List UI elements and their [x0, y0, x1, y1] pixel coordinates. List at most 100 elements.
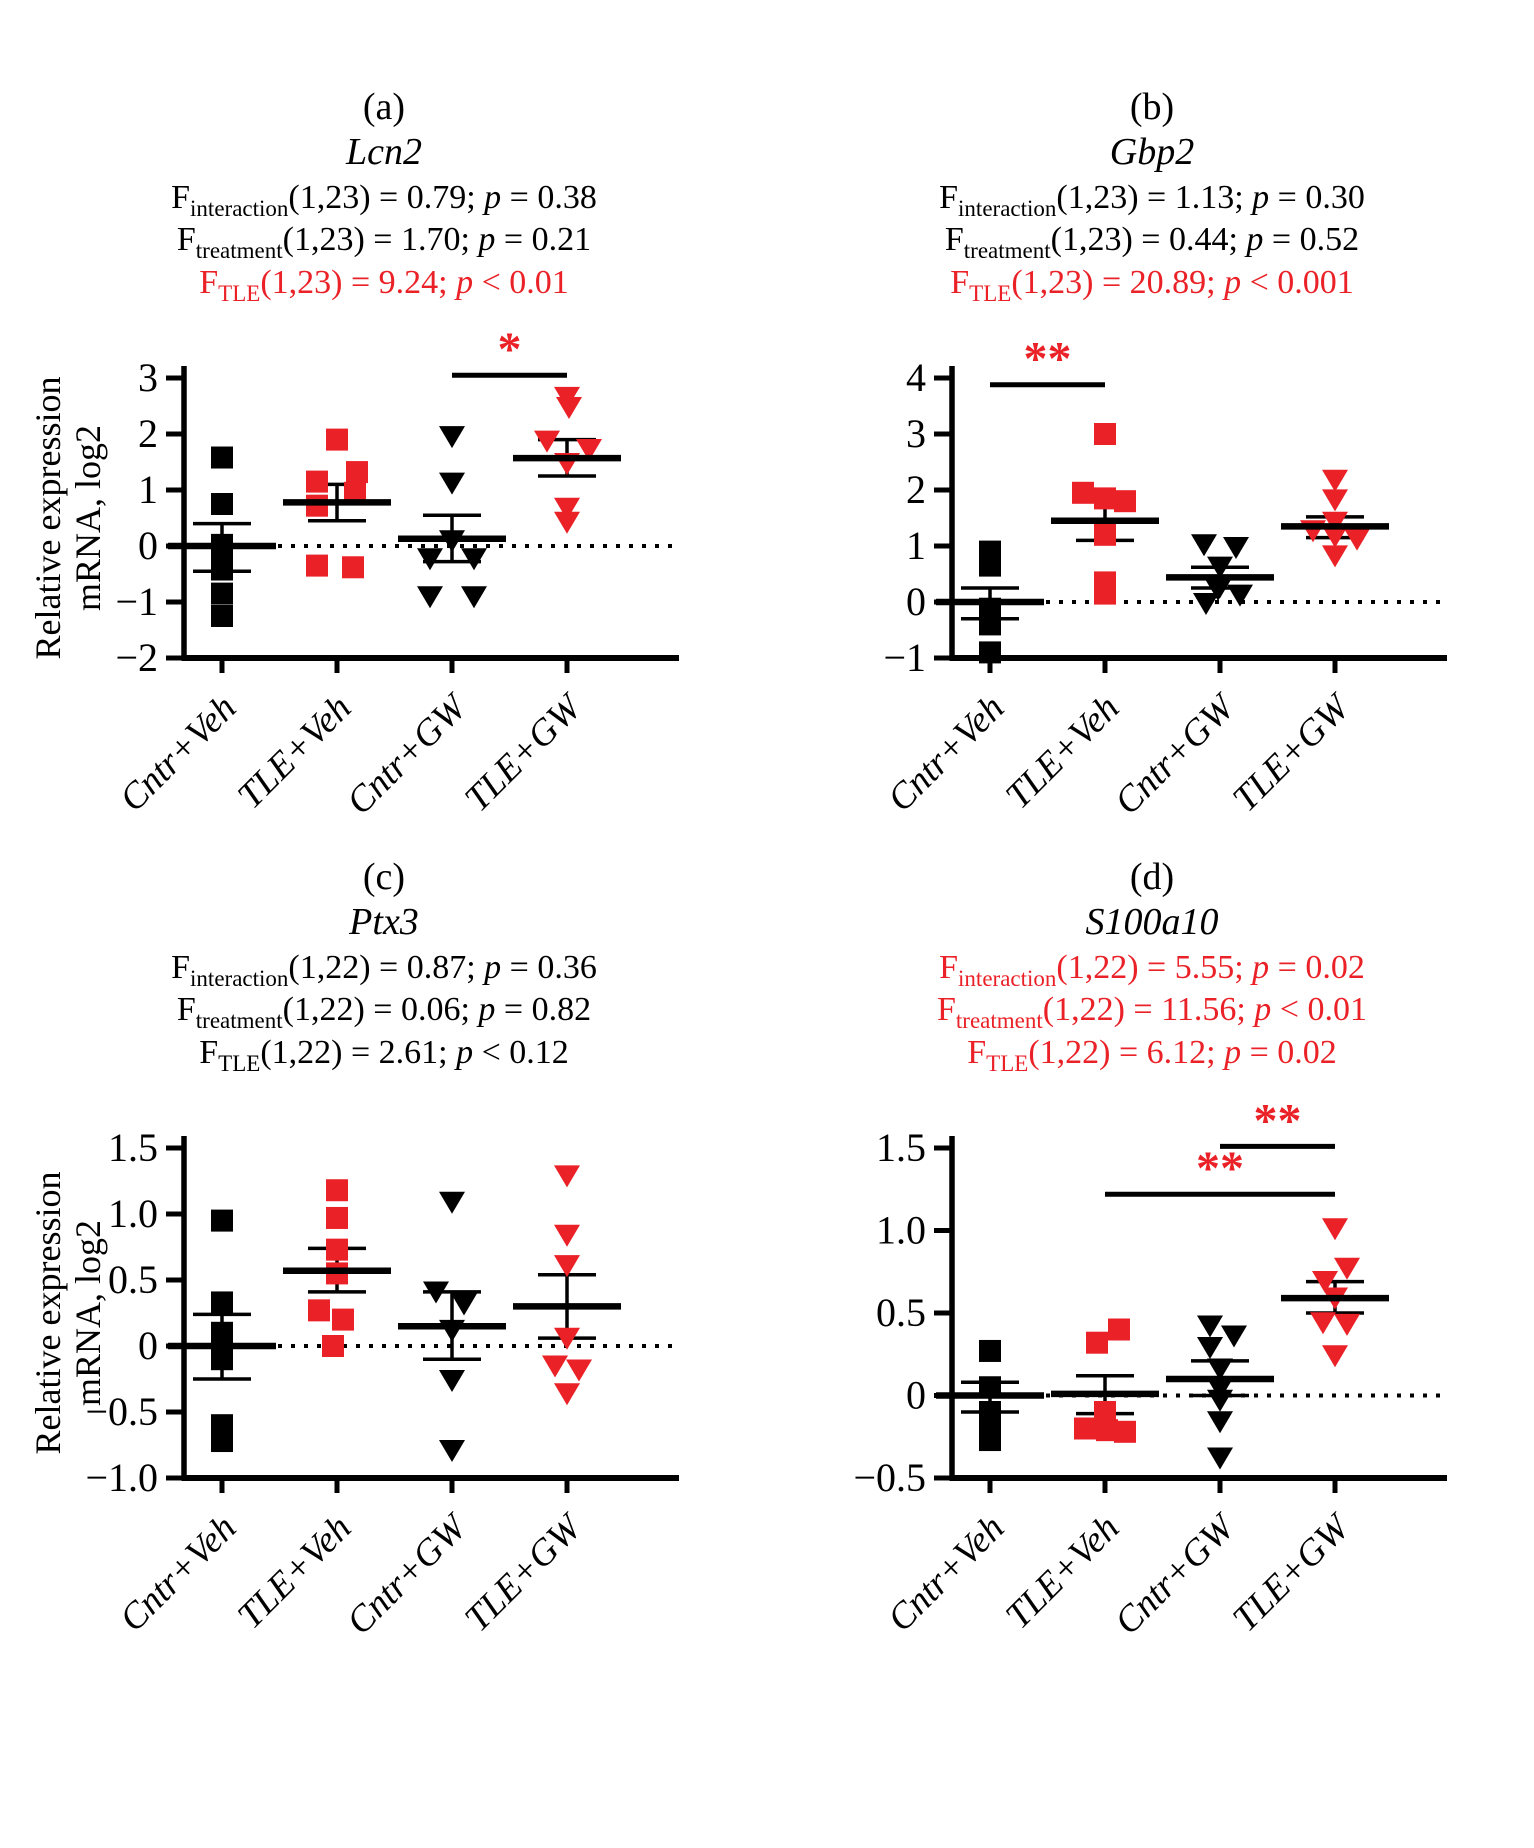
sig-label: **	[1024, 332, 1072, 385]
stat-line: Ftreatment(1,22) = 0.06; p = 0.82	[176, 991, 592, 1034]
data-point	[1074, 1417, 1096, 1440]
axes	[949, 365, 1447, 661]
scatter-group	[168, 446, 276, 627]
y-tick-label: 1.5	[876, 1125, 926, 1170]
data-point	[554, 497, 580, 520]
chart-lcn2: Relative expression mRNA, log2 3 2 1 0 −1 −2 Cnt…	[34, 323, 679, 823]
data-point	[211, 558, 233, 581]
y-tick-label: 0.5	[876, 1290, 926, 1335]
scatter-group	[513, 1165, 621, 1405]
data-point	[211, 446, 233, 469]
data-point	[1191, 533, 1217, 556]
category-label: Cntr+GW	[339, 685, 477, 823]
category-label: TLE+Veh	[230, 1507, 360, 1637]
y-tick-label: −2	[115, 635, 158, 680]
panel-letter: (a)	[362, 86, 406, 128]
data-point	[1322, 1345, 1348, 1367]
data-point	[1221, 1325, 1247, 1348]
data-point	[542, 1355, 568, 1378]
data-point	[439, 1439, 465, 1462]
data-point	[1114, 489, 1136, 512]
data-point	[1072, 481, 1094, 504]
data-point	[1094, 582, 1116, 605]
data-point	[344, 481, 366, 504]
category-label: TLE+GW	[1225, 685, 1360, 820]
scatter-group	[936, 540, 1044, 664]
scatter-group	[1051, 1318, 1159, 1443]
y-tick-label: 3	[906, 411, 926, 456]
data-point	[439, 425, 465, 448]
scatter-group	[1281, 469, 1389, 568]
panel-b: (b) Gbp2 Finteraction(1,23) = 1.13; p = …	[782, 86, 1522, 838]
data-point	[979, 641, 1001, 664]
data-point	[1114, 1420, 1136, 1443]
category-label: Cntr+GW	[339, 1505, 477, 1643]
data-point	[534, 430, 560, 453]
data-point	[306, 494, 328, 517]
data-point	[326, 1206, 348, 1229]
scatter-group	[398, 425, 506, 609]
data-point	[332, 1308, 354, 1331]
y-tick-label: −1.0	[85, 1455, 158, 1500]
category-label: TLE+Veh	[998, 687, 1128, 817]
data-point	[211, 604, 233, 627]
category-label: Cntr+Veh	[880, 1507, 1012, 1639]
panel-letter: (c)	[362, 856, 406, 898]
panel-c: (c) Ptx3 Finteraction(1,22) = 0.87; p = …	[14, 856, 754, 1658]
scatter-group	[513, 386, 621, 534]
stat-line: Finteraction(1,22) = 0.87; p = 0.36	[171, 949, 597, 992]
data-point	[1094, 422, 1116, 445]
stat-line: Ftreatment(1,22) = 11.56; p < 0.01	[937, 991, 1367, 1034]
scatter-group	[1166, 533, 1274, 615]
panel-letter: (d)	[1129, 856, 1175, 898]
data-point	[423, 1281, 449, 1304]
data-point	[326, 428, 348, 451]
stat-line: Finteraction(1,22) = 5.55; p = 0.02	[939, 949, 1365, 992]
axes	[181, 365, 679, 661]
data-point	[1207, 1378, 1233, 1400]
y-axis-title: mRNA, log2	[68, 425, 108, 611]
scatter-group	[1166, 1315, 1274, 1470]
data-point	[1205, 578, 1231, 601]
y-tick-label: 3	[138, 355, 158, 400]
data-point	[1334, 1257, 1360, 1280]
data-point	[1223, 536, 1249, 559]
category-label: Cntr+GW	[1107, 1505, 1245, 1643]
data-point	[211, 492, 233, 515]
sig-label: *	[498, 323, 522, 376]
y-tick-label: 0	[906, 1372, 926, 1417]
data-point	[1207, 1411, 1233, 1433]
data-point	[554, 1165, 580, 1188]
data-point	[417, 586, 443, 609]
y-tick-label: −1	[883, 635, 926, 680]
data-point	[1086, 1331, 1108, 1354]
category-label: Cntr+Veh	[112, 687, 244, 819]
data-point	[1322, 1217, 1348, 1240]
stats-block: Finteraction(1,22) = 5.55; p = 0.02 Ftrea…	[782, 947, 1522, 1074]
category-label: TLE+GW	[457, 1505, 592, 1640]
stat-line: Finteraction(1,23) = 1.13; p = 0.30	[939, 179, 1365, 222]
data-point	[211, 582, 233, 605]
data-point	[1096, 1418, 1118, 1441]
data-point	[439, 1369, 465, 1392]
data-point	[308, 1299, 330, 1322]
scatter-group	[1281, 1217, 1389, 1367]
data-point	[1207, 556, 1233, 579]
y-axis-title: Relative expression	[34, 376, 68, 659]
gene-title: S100a10	[1085, 900, 1219, 943]
axes	[181, 1135, 679, 1481]
y-axis-title: Relative expression	[34, 1171, 68, 1454]
data-point	[439, 1191, 465, 1214]
data-point	[1108, 1318, 1130, 1341]
data-point	[1344, 528, 1370, 551]
y-tick-label: −1	[115, 579, 158, 624]
data-point	[979, 613, 1001, 636]
scatter-group	[283, 1178, 391, 1357]
chart-s100a10: 1.5 1.0 0.5 0 −0.5 Cntr+VehTLE+VehCntr+GWTLE+…	[853, 1094, 1447, 1643]
data-point	[326, 1238, 348, 1261]
stat-line: Ftreatment(1,23) = 0.44; p = 0.52	[944, 221, 1360, 264]
data-point	[979, 1339, 1001, 1362]
data-point	[342, 556, 364, 579]
data-point	[1322, 469, 1348, 492]
